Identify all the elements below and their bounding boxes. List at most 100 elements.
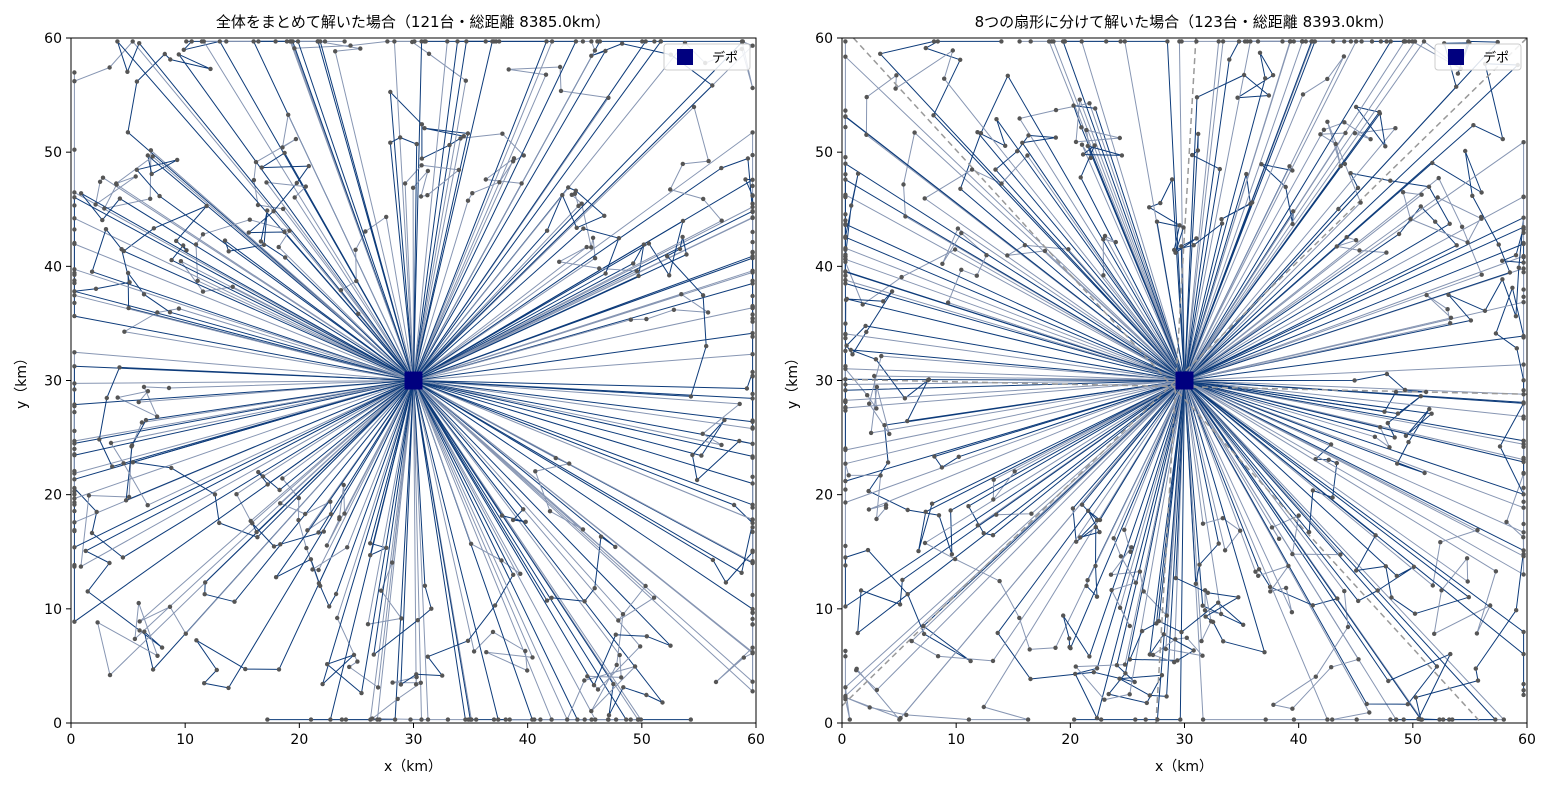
- customer-point: [932, 454, 937, 459]
- customer-point: [351, 652, 357, 658]
- customer-point: [1521, 572, 1526, 577]
- customer-point: [133, 174, 138, 179]
- route-line: [73, 196, 414, 381]
- customer-point: [990, 658, 996, 664]
- customer-point: [1318, 132, 1323, 137]
- customer-point: [1051, 39, 1056, 44]
- customer-point: [499, 513, 505, 518]
- customer-point: [72, 485, 77, 491]
- customer-point: [1521, 294, 1526, 299]
- customer-point: [921, 623, 926, 629]
- customer-point: [296, 495, 301, 501]
- customer-point: [1220, 516, 1226, 521]
- customer-point: [1325, 119, 1330, 125]
- customer-point: [1137, 569, 1143, 574]
- customer-point: [1400, 190, 1406, 195]
- customer-point: [843, 281, 848, 286]
- customer-point: [278, 542, 283, 547]
- customer-point: [85, 589, 90, 594]
- customer-point: [423, 39, 428, 44]
- route-line: [413, 380, 596, 721]
- customer-point: [493, 39, 499, 44]
- customer-point: [1276, 536, 1282, 541]
- customer-point: [1291, 717, 1297, 722]
- customer-point: [1310, 603, 1316, 608]
- customer-point: [737, 438, 742, 444]
- x-tick-label: 0: [67, 732, 76, 748]
- customer-point: [750, 689, 755, 694]
- y-axis-label: y（km）: [785, 351, 801, 409]
- customer-point: [72, 619, 77, 624]
- customer-point: [1012, 469, 1017, 474]
- customer-point: [72, 528, 77, 533]
- customer-point: [1521, 194, 1526, 200]
- customer-point: [1401, 717, 1406, 722]
- customer-point: [304, 545, 309, 551]
- customer-point: [560, 192, 565, 198]
- x-axis-label: x（km）: [1155, 759, 1213, 775]
- customer-point: [419, 717, 424, 722]
- customer-point: [1352, 378, 1357, 383]
- customer-point: [363, 229, 368, 234]
- customer-point: [1073, 671, 1078, 677]
- customer-point: [384, 214, 389, 220]
- customer-point: [1521, 414, 1526, 419]
- customer-point: [544, 39, 549, 44]
- x-tick-label: 20: [290, 732, 308, 748]
- customer-point: [1256, 573, 1261, 578]
- customer-point: [1521, 392, 1526, 397]
- customer-point: [343, 717, 349, 722]
- customer-point: [222, 238, 228, 243]
- customer-point: [750, 130, 755, 135]
- customer-point: [458, 136, 463, 141]
- customer-point: [874, 406, 879, 411]
- customer-point: [294, 180, 299, 186]
- customer-point: [1005, 73, 1010, 79]
- customer-point: [704, 343, 709, 349]
- customer-point: [879, 353, 884, 359]
- customer-point: [843, 487, 848, 492]
- y-tick-label: 30: [815, 374, 833, 390]
- customer-point: [1473, 666, 1479, 671]
- customer-point: [415, 618, 420, 623]
- customer-point: [148, 148, 154, 153]
- customer-point: [573, 39, 579, 44]
- customer-point: [189, 39, 194, 44]
- customer-point: [72, 313, 77, 319]
- customer-point: [1373, 533, 1378, 538]
- y-axis-label: y（km）: [14, 351, 30, 409]
- customer-point: [628, 717, 633, 722]
- customer-point: [465, 131, 471, 136]
- customer-point: [1296, 513, 1301, 518]
- legend: デポ: [1434, 43, 1522, 71]
- customer-point: [1513, 253, 1519, 258]
- customer-point: [942, 76, 947, 81]
- customer-point: [644, 316, 649, 322]
- customer-point: [72, 240, 77, 246]
- customer-point: [922, 196, 927, 201]
- customer-point: [1345, 624, 1351, 630]
- customer-point: [419, 39, 424, 44]
- customer-point: [1194, 236, 1199, 241]
- customer-point: [419, 156, 425, 161]
- customer-point: [1079, 502, 1085, 507]
- customer-point: [750, 43, 755, 48]
- customer-point: [72, 502, 77, 507]
- customer-point: [863, 323, 868, 329]
- customer-point: [705, 310, 711, 315]
- customer-point: [1368, 137, 1373, 142]
- customer-point: [1500, 136, 1506, 142]
- customer-point: [72, 147, 77, 152]
- customer-point: [1129, 545, 1134, 550]
- customer-point: [328, 512, 334, 517]
- customer-point: [89, 530, 95, 536]
- customer-point: [1406, 439, 1411, 445]
- y-tick-label: 30: [44, 374, 62, 390]
- customer-point: [750, 455, 755, 460]
- y-tick-label: 10: [815, 602, 833, 618]
- customer-point: [580, 39, 586, 44]
- customer-point: [1026, 133, 1031, 138]
- customer-point: [483, 177, 488, 182]
- customer-point: [700, 293, 706, 298]
- x-axis-ticks: 0 10 20 30 40 50 60: [838, 723, 1536, 748]
